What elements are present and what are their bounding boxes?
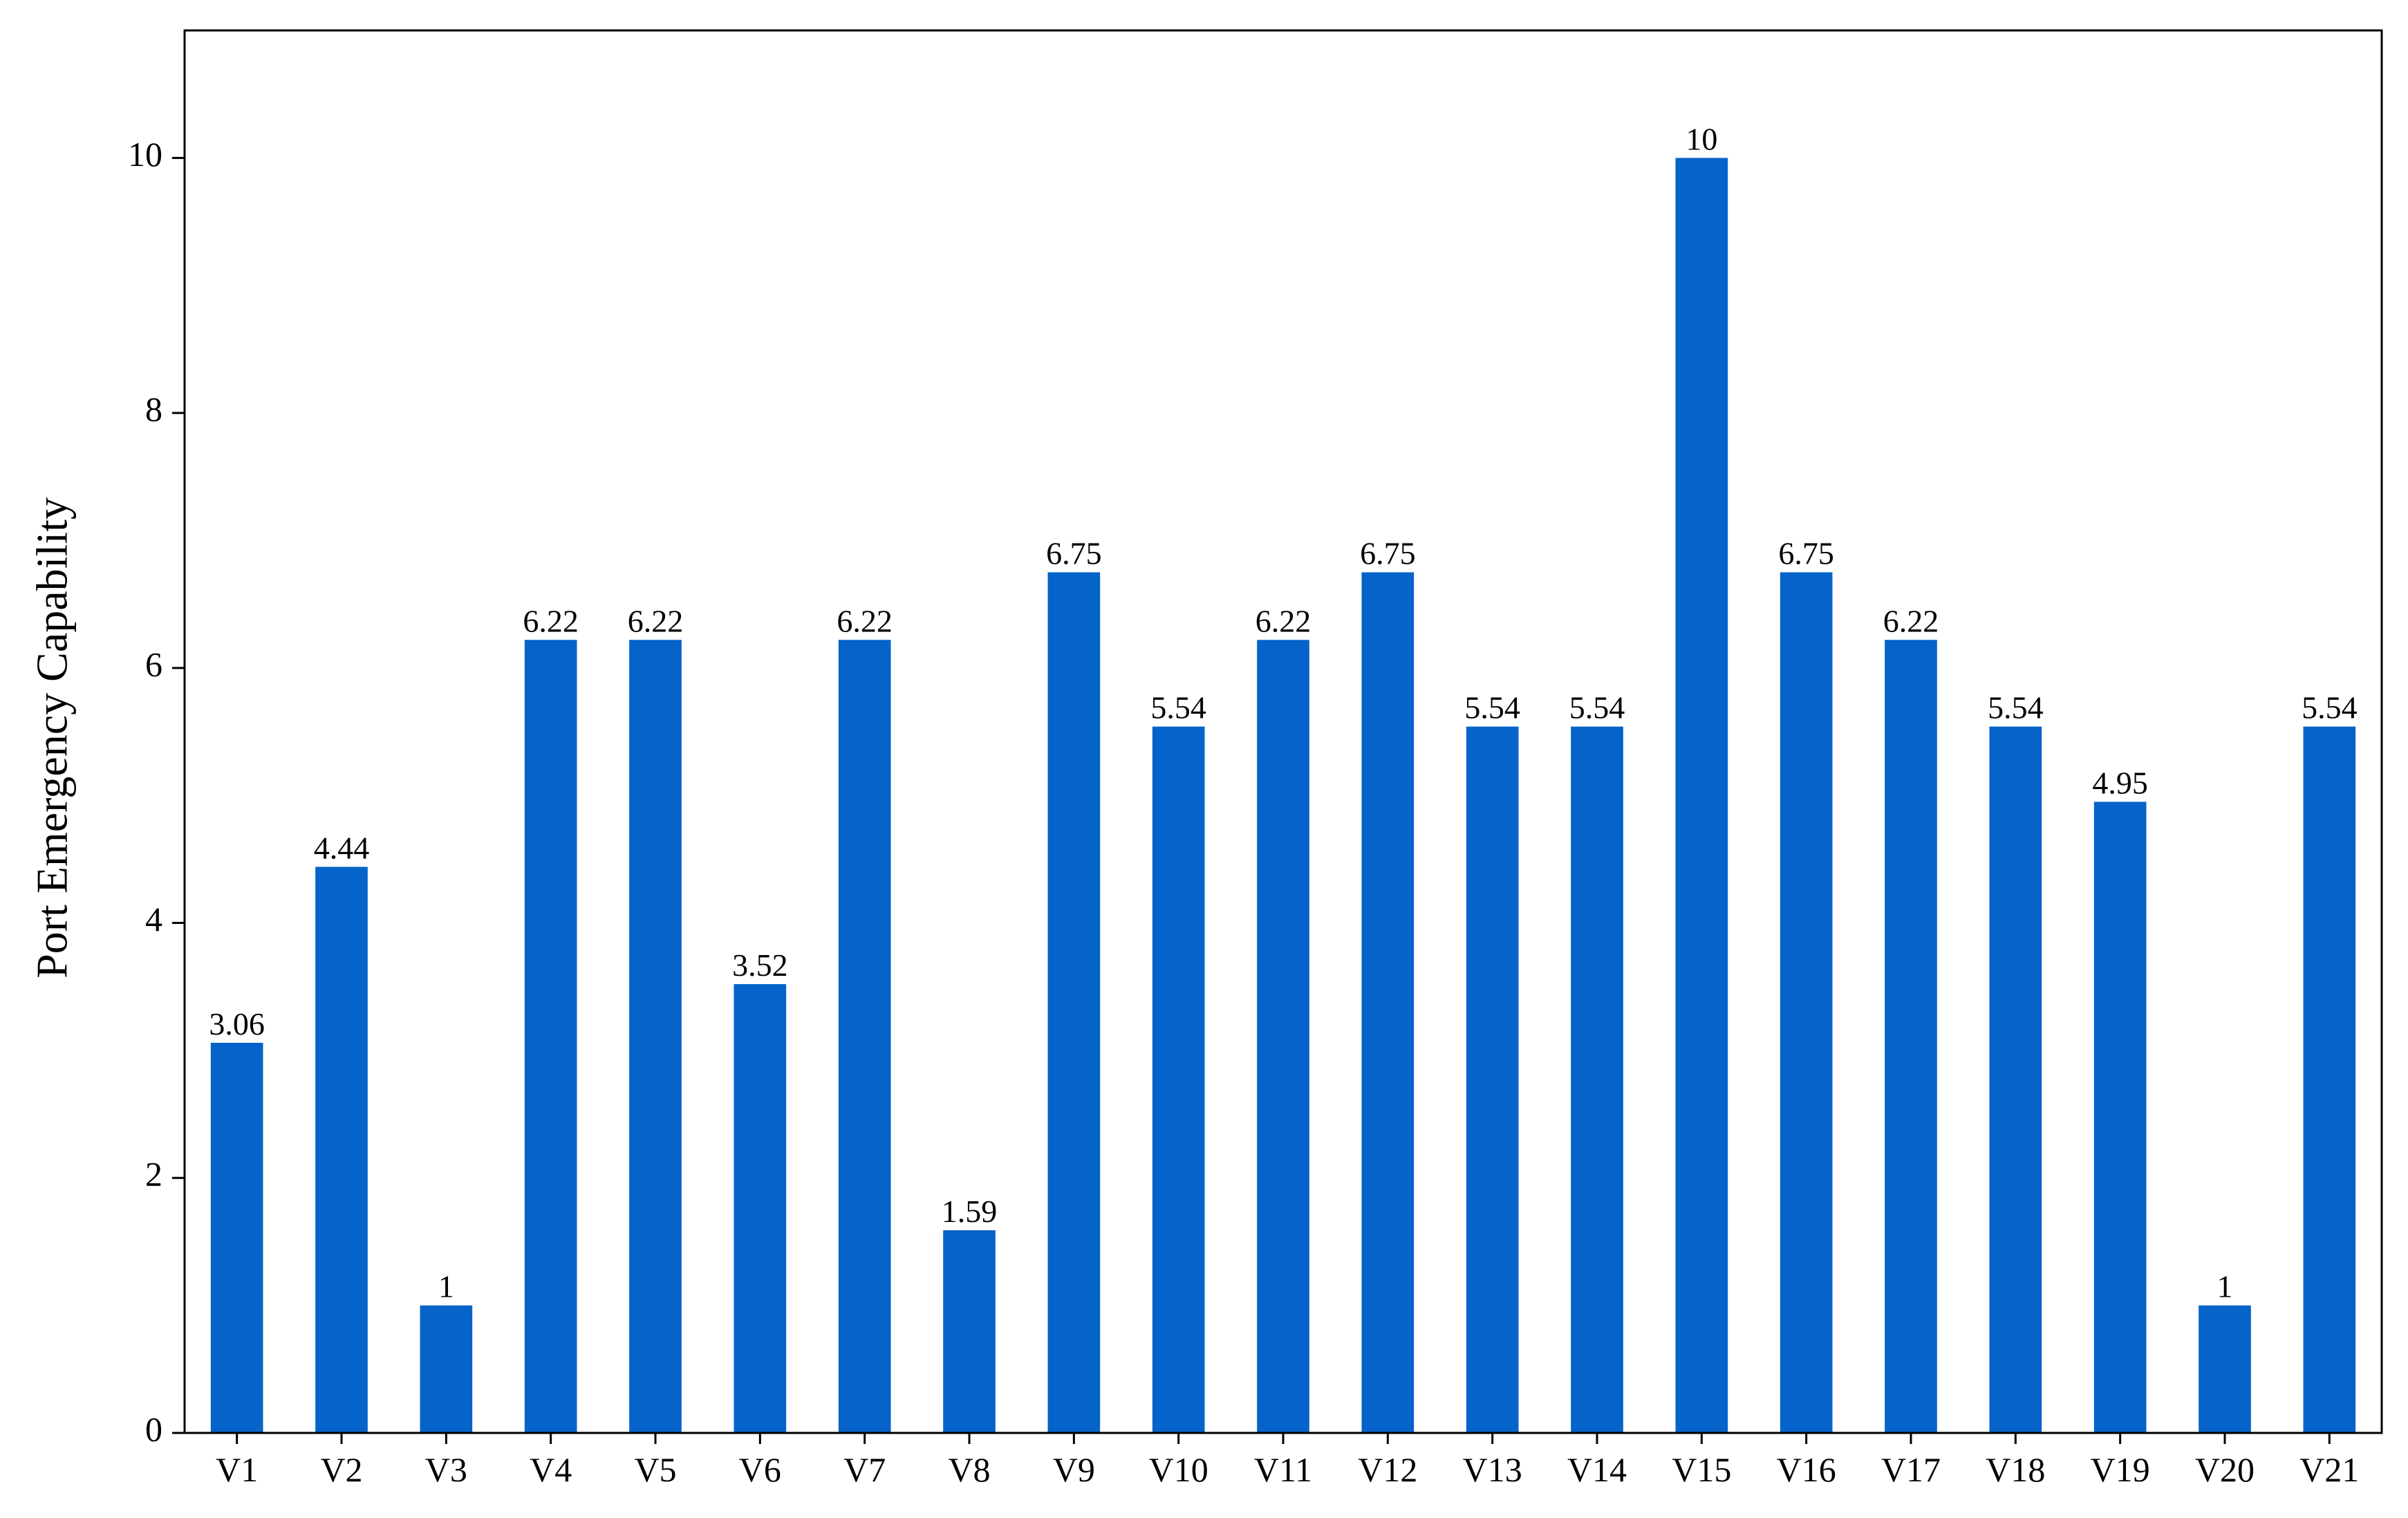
bar <box>1257 640 1309 1433</box>
bar <box>1466 726 1519 1433</box>
x-tick-label: V13 <box>1463 1450 1522 1489</box>
x-tick-label: V11 <box>1254 1450 1312 1489</box>
y-tick-label: 6 <box>145 645 162 683</box>
data-label: 6.75 <box>1046 536 1102 571</box>
bar <box>420 1305 473 1433</box>
x-tick-label: V8 <box>948 1450 990 1489</box>
x-tick-label: V7 <box>843 1450 886 1489</box>
data-label: 4.95 <box>2092 765 2148 800</box>
x-tick-label: V20 <box>2195 1450 2255 1489</box>
bar <box>1780 572 1833 1434</box>
data-label: 6.22 <box>1883 603 1939 638</box>
bar <box>2093 802 2147 1433</box>
x-tick-label: V14 <box>1567 1450 1627 1489</box>
x-tick-label: V1 <box>216 1450 258 1489</box>
x-tick-label: V4 <box>530 1450 572 1489</box>
bar <box>629 640 682 1433</box>
bar <box>838 640 891 1433</box>
x-tick-label: V19 <box>2091 1450 2150 1489</box>
x-tick-label: V18 <box>1986 1450 2045 1489</box>
y-tick-label: 0 <box>145 1409 162 1448</box>
data-label: 6.75 <box>1778 536 1834 571</box>
bar <box>2303 726 2356 1433</box>
y-tick-label: 8 <box>145 390 162 429</box>
data-label: 5.54 <box>2302 690 2358 725</box>
data-label: 6.22 <box>523 603 579 638</box>
bar <box>315 867 368 1433</box>
x-tick-label: V10 <box>1149 1450 1208 1489</box>
data-label: 5.54 <box>1464 690 1520 725</box>
data-label: 6.22 <box>837 603 893 638</box>
bar <box>1361 572 1415 1434</box>
x-tick-label: V6 <box>739 1450 781 1489</box>
x-tick-label: V15 <box>1672 1450 1731 1489</box>
bar <box>2199 1305 2251 1433</box>
bar <box>1989 726 2042 1433</box>
x-tick-label: V12 <box>1358 1450 1417 1489</box>
x-tick-label: V16 <box>1777 1450 1836 1489</box>
data-label: 1 <box>438 1269 454 1304</box>
bar <box>1885 640 1937 1433</box>
bar <box>524 640 577 1433</box>
bar <box>1675 158 1728 1433</box>
y-tick-label: 4 <box>145 900 162 938</box>
x-tick-label: V3 <box>425 1450 467 1489</box>
x-tick-label: V21 <box>2299 1450 2359 1489</box>
data-label: 5.54 <box>1150 690 1206 725</box>
x-tick-label: V2 <box>320 1450 362 1489</box>
x-tick-label: V5 <box>634 1450 676 1489</box>
x-tick-label: V9 <box>1053 1450 1095 1489</box>
data-label: 10 <box>1686 121 1717 156</box>
data-label: 6.22 <box>628 603 684 638</box>
data-label: 4.44 <box>314 830 370 865</box>
bar <box>734 984 787 1433</box>
data-label: 1.59 <box>942 1194 998 1229</box>
data-label: 6.22 <box>1256 603 1312 638</box>
data-label: 1 <box>2217 1269 2233 1304</box>
data-label: 6.75 <box>1360 536 1416 571</box>
data-label: 3.52 <box>732 947 788 983</box>
bar <box>943 1230 996 1433</box>
data-label: 5.54 <box>1988 690 2044 725</box>
bar <box>210 1042 263 1433</box>
bar <box>1047 572 1101 1434</box>
y-axis-label: Port Emergency Capability <box>28 497 77 979</box>
bar <box>1571 726 1623 1433</box>
data-label: 3.06 <box>209 1006 265 1042</box>
y-tick-label: 10 <box>128 135 162 174</box>
data-label: 5.54 <box>1569 690 1625 725</box>
bar <box>1152 726 1205 1433</box>
plot-frame <box>183 29 2383 1434</box>
y-tick-label: 2 <box>145 1155 162 1194</box>
x-tick-label: V17 <box>1881 1450 1941 1489</box>
